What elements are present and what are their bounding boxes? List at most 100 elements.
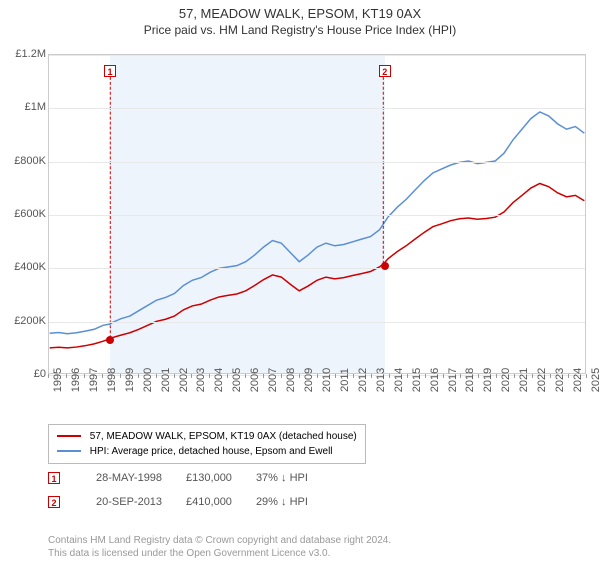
x-tick — [532, 374, 533, 378]
sale-marker-2-icon: 2 — [48, 496, 60, 508]
series-line-hpi — [50, 112, 585, 334]
chart-title: 57, MEADOW WALK, EPSOM, KT19 0AX — [0, 6, 600, 21]
legend-swatch-hpi — [57, 450, 81, 452]
x-axis-label: 2020 — [500, 368, 512, 392]
x-tick — [174, 374, 175, 378]
x-tick — [353, 374, 354, 378]
x-tick — [263, 374, 264, 378]
x-axis-label: 2007 — [267, 368, 279, 392]
y-axis-label: £1M — [2, 101, 46, 113]
gridline-h — [49, 55, 585, 56]
x-tick — [478, 374, 479, 378]
x-axis-label: 2009 — [303, 368, 315, 392]
x-axis-label: 2022 — [536, 368, 548, 392]
x-tick — [66, 374, 67, 378]
plot-area: 12 — [48, 54, 586, 374]
sale-marker-1-icon: 1 — [48, 472, 60, 484]
gridline-h — [49, 108, 585, 109]
gridline-h — [49, 268, 585, 269]
x-tick — [191, 374, 192, 378]
x-tick — [425, 374, 426, 378]
x-axis-label: 1997 — [88, 368, 100, 392]
x-axis-label: 1999 — [124, 368, 136, 392]
x-tick — [317, 374, 318, 378]
sale-hpi-diff-1: 37% ↓ HPI — [256, 472, 308, 484]
x-tick — [209, 374, 210, 378]
y-axis-label: £400K — [2, 261, 46, 273]
footer-line-2: This data is licensed under the Open Gov… — [48, 547, 391, 560]
x-axis-label: 2005 — [231, 368, 243, 392]
sale-marker-box-1: 1 — [104, 65, 116, 77]
x-axis-label: 1998 — [106, 368, 118, 392]
x-tick — [227, 374, 228, 378]
sale-price-1: £130,000 — [186, 472, 232, 484]
gridline-h — [49, 322, 585, 323]
chart-subtitle: Price paid vs. HM Land Registry's House … — [0, 23, 600, 37]
legend-item-property: 57, MEADOW WALK, EPSOM, KT19 0AX (detach… — [57, 429, 357, 444]
x-axis-label: 2010 — [321, 368, 333, 392]
x-axis-label: 2001 — [160, 368, 172, 392]
x-tick — [371, 374, 372, 378]
x-axis-label: 2019 — [482, 368, 494, 392]
x-tick — [102, 374, 103, 378]
x-axis-label: 2014 — [393, 368, 405, 392]
x-axis-label: 2011 — [339, 368, 351, 392]
sale-date-2: 20-SEP-2013 — [96, 496, 162, 508]
legend-label-hpi: HPI: Average price, detached house, Epso… — [90, 446, 333, 457]
legend-box: 57, MEADOW WALK, EPSOM, KT19 0AX (detach… — [48, 424, 366, 464]
sale-point-2 — [381, 262, 389, 270]
x-tick — [299, 374, 300, 378]
sale-point-1 — [106, 336, 114, 344]
series-line-property — [50, 183, 585, 347]
x-axis-label: 2017 — [447, 368, 459, 392]
footer-attribution: Contains HM Land Registry data © Crown c… — [48, 534, 391, 560]
legend-label-property: 57, MEADOW WALK, EPSOM, KT19 0AX (detach… — [90, 431, 357, 442]
line-svg — [49, 55, 585, 373]
x-tick — [120, 374, 121, 378]
x-tick — [407, 374, 408, 378]
x-axis-label: 2016 — [429, 368, 441, 392]
sale-row-1: 1 28-MAY-1998 £130,000 37% ↓ HPI — [48, 472, 308, 484]
x-tick — [281, 374, 282, 378]
x-tick — [496, 374, 497, 378]
x-axis-label: 2002 — [178, 368, 190, 392]
y-axis-label: £1.2M — [2, 48, 46, 60]
x-tick — [48, 374, 49, 378]
y-axis-label: £600K — [2, 208, 46, 220]
sale-hpi-diff-2: 29% ↓ HPI — [256, 496, 308, 508]
x-axis-label: 1996 — [70, 368, 82, 392]
legend-item-hpi: HPI: Average price, detached house, Epso… — [57, 444, 357, 459]
x-axis-label: 2024 — [572, 368, 584, 392]
x-tick — [443, 374, 444, 378]
x-tick — [156, 374, 157, 378]
y-axis-label: £0 — [2, 368, 46, 380]
x-tick — [586, 374, 587, 378]
x-axis-label: 2018 — [464, 368, 476, 392]
gridline-h — [49, 162, 585, 163]
x-axis-label: 2012 — [357, 368, 369, 392]
y-axis-label: £200K — [2, 315, 46, 327]
x-axis-label: 2023 — [554, 368, 566, 392]
gridline-h — [49, 215, 585, 216]
x-axis-label: 2021 — [518, 368, 530, 392]
x-axis-label: 2013 — [375, 368, 387, 392]
x-tick — [84, 374, 85, 378]
x-axis-label: 2008 — [285, 368, 297, 392]
x-tick — [568, 374, 569, 378]
x-tick — [245, 374, 246, 378]
x-axis-label: 2025 — [590, 368, 600, 392]
chart-container: 57, MEADOW WALK, EPSOM, KT19 0AX Price p… — [0, 6, 600, 566]
sale-price-2: £410,000 — [186, 496, 232, 508]
x-axis-label: 1995 — [52, 368, 64, 392]
x-tick — [460, 374, 461, 378]
x-tick — [514, 374, 515, 378]
x-tick — [335, 374, 336, 378]
sale-marker-box-2: 2 — [379, 65, 391, 77]
footer-line-1: Contains HM Land Registry data © Crown c… — [48, 534, 391, 547]
sale-date-1: 28-MAY-1998 — [96, 472, 162, 484]
x-axis-label: 2004 — [213, 368, 225, 392]
legend-swatch-property — [57, 435, 81, 437]
x-tick — [550, 374, 551, 378]
sale-row-2: 2 20-SEP-2013 £410,000 29% ↓ HPI — [48, 496, 308, 508]
x-axis-label: 2006 — [249, 368, 261, 392]
